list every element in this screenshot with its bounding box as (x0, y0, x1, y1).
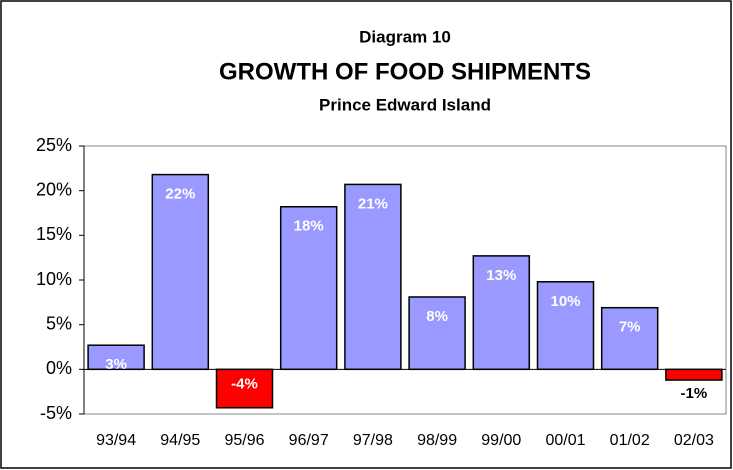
y-tick-label: 20% (36, 179, 72, 199)
x-tick-label: 02/03 (674, 432, 714, 449)
x-tick-label: 01/02 (610, 432, 650, 449)
x-tick-label: 97/98 (353, 432, 393, 449)
x-tick-label: 00/01 (545, 432, 585, 449)
data-label: 7% (619, 319, 641, 336)
bar (472, 255, 531, 371)
data-label: 22% (165, 186, 195, 203)
data-label: 21% (358, 195, 388, 212)
x-tick-label: 98/99 (417, 432, 457, 449)
x-tick-label: 96/97 (289, 432, 329, 449)
x-tick-label: 95/96 (224, 432, 264, 449)
bar (344, 183, 402, 371)
data-label: -4% (231, 375, 258, 392)
data-label: 13% (486, 267, 516, 284)
y-tick-label: 15% (36, 224, 72, 244)
data-label: 3% (105, 356, 127, 373)
bar (665, 368, 723, 381)
bar (536, 281, 595, 371)
x-tick-label: 93/94 (96, 432, 136, 449)
bar (408, 296, 466, 371)
y-tick-label: 5% (46, 313, 72, 333)
y-tick-label: 25% (36, 135, 72, 155)
data-label: 8% (426, 308, 448, 325)
data-label: 18% (294, 218, 324, 235)
data-label: -1% (681, 385, 708, 402)
data-label: 10% (550, 293, 580, 310)
x-tick-label: 99/00 (481, 432, 521, 449)
bar (600, 306, 659, 371)
bar (87, 344, 145, 371)
chart-subtitle: Prince Edward Island (319, 95, 491, 114)
chart-subtitle: GROWTH OF FOOD SHIPMENTS (219, 58, 591, 85)
x-tick-label: 94/95 (160, 432, 200, 449)
y-tick-label: -5% (40, 403, 72, 423)
chart-title: Diagram 10 (359, 27, 451, 46)
y-tick-label: 10% (36, 269, 72, 289)
y-tick-label: 0% (46, 358, 72, 378)
bar (151, 173, 210, 371)
bar (279, 205, 338, 371)
